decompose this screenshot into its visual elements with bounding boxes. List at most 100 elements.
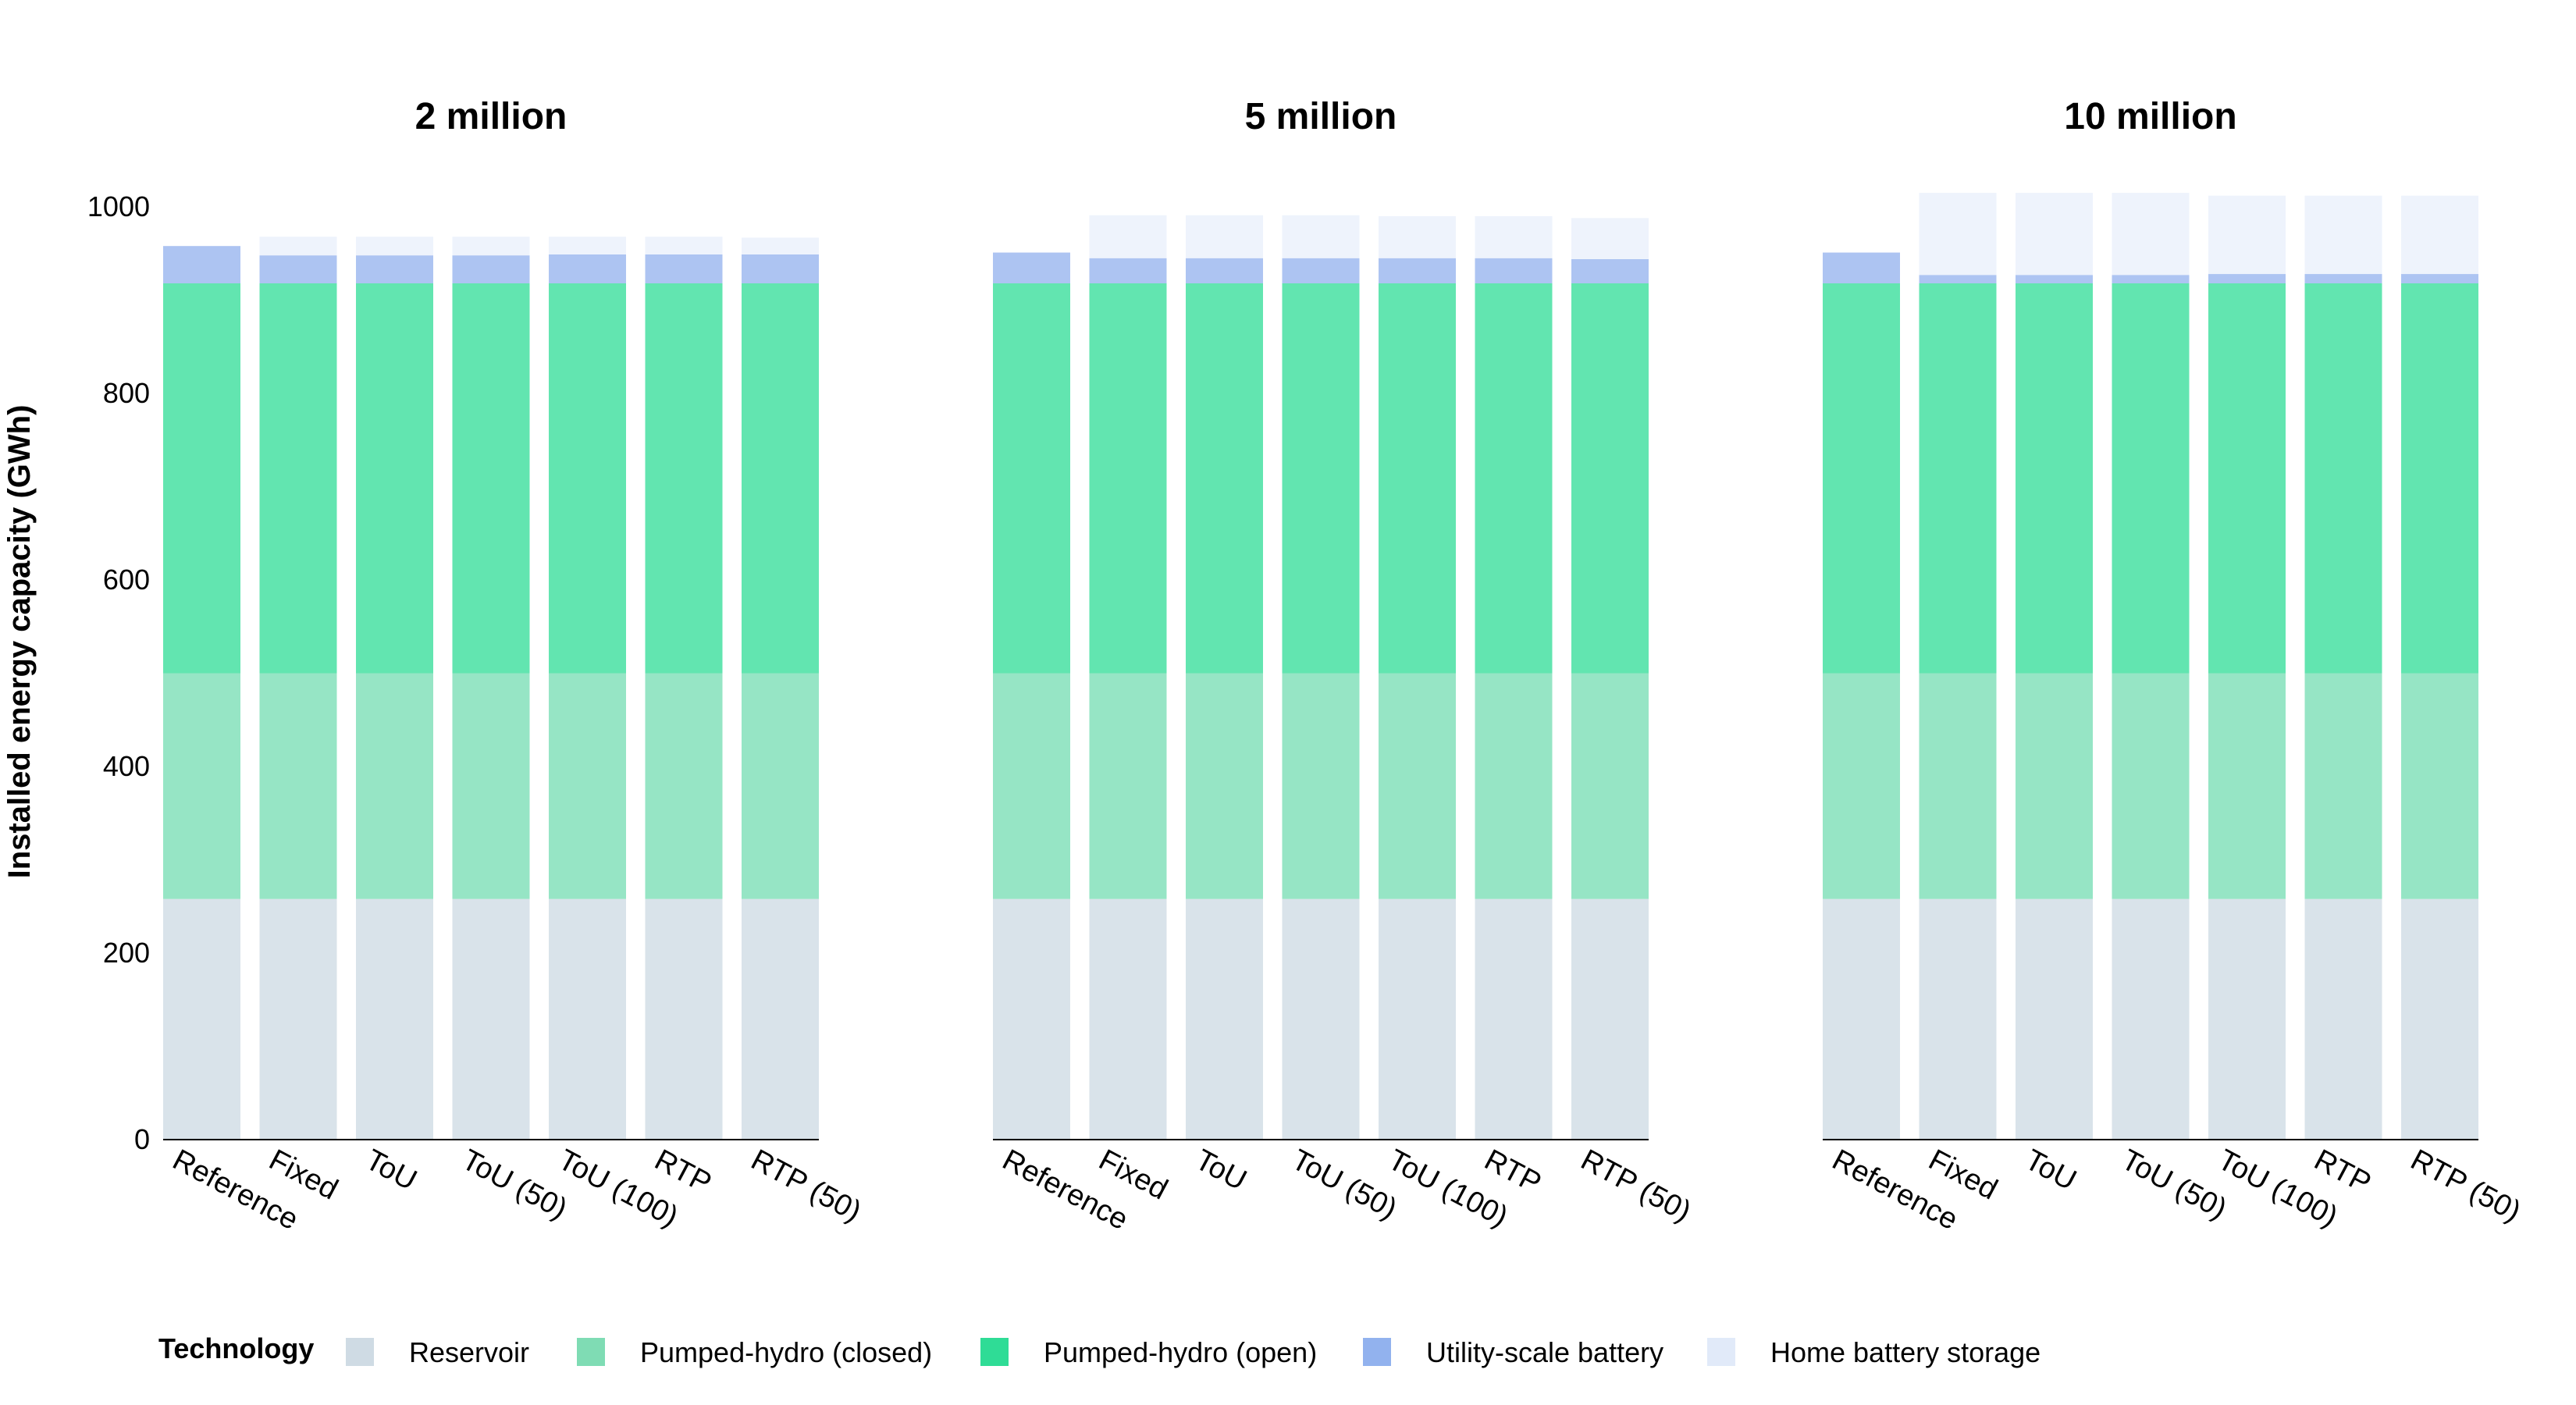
bar-segment-pumped-hydro-open bbox=[2208, 283, 2286, 674]
bar-segment-home-battery-storage bbox=[1282, 215, 1360, 258]
panel-1: 2 million02004006008001000ReferenceFixed… bbox=[87, 96, 866, 1236]
bar-segment-utility-scale-battery bbox=[549, 254, 626, 283]
bar-segment-reservoir bbox=[2112, 898, 2190, 1140]
bar-segment-pumped-hydro-closed bbox=[1186, 673, 1263, 899]
x-tick-label: ToU (50) bbox=[1286, 1144, 1402, 1225]
bar-segment-pumped-hydro-open bbox=[742, 283, 819, 674]
bar-segment-pumped-hydro-closed bbox=[2401, 673, 2478, 899]
legend-title: Technology bbox=[158, 1332, 314, 1364]
bar-segment-utility-scale-battery bbox=[993, 252, 1070, 283]
bar-segment-reservoir bbox=[1475, 898, 1553, 1140]
bar-segment-reservoir bbox=[1919, 898, 1997, 1140]
y-tick-label: 600 bbox=[103, 564, 150, 596]
bar-segment-utility-scale-battery bbox=[1571, 258, 1649, 283]
bar-segment-home-battery-storage bbox=[742, 237, 819, 254]
bar-segment-utility-scale-battery bbox=[259, 255, 337, 283]
bar-segment-reservoir bbox=[452, 898, 530, 1140]
bar-segment-home-battery-storage bbox=[1186, 215, 1263, 258]
bar-segment-pumped-hydro-open bbox=[2304, 283, 2382, 674]
bar-segment-utility-scale-battery bbox=[1475, 258, 1553, 283]
legend: Technology Reservoir Pumped-hydro (closed… bbox=[158, 1332, 2041, 1368]
legend-label: Pumped-hydro (open) bbox=[1044, 1336, 1317, 1368]
bar-segment-pumped-hydro-open bbox=[1919, 283, 1997, 674]
y-tick-label: 0 bbox=[134, 1123, 150, 1155]
bar-segment-reservoir bbox=[2401, 898, 2478, 1140]
bar-segment-home-battery-storage bbox=[1919, 193, 1997, 276]
bar-segment-pumped-hydro-closed bbox=[1823, 673, 1900, 899]
bar-segment-pumped-hydro-closed bbox=[1571, 673, 1649, 899]
x-tick-label: ToU (50) bbox=[2116, 1144, 2232, 1225]
bar-segment-pumped-hydro-open bbox=[1475, 283, 1553, 674]
y-tick-label: 800 bbox=[103, 377, 150, 409]
bar-segment-home-battery-storage bbox=[452, 237, 530, 256]
bar-segment-home-battery-storage bbox=[259, 237, 337, 256]
bar-segment-utility-scale-battery bbox=[1823, 252, 1900, 283]
bar-segment-home-battery-storage bbox=[1571, 218, 1649, 259]
bar-segment-pumped-hydro-open bbox=[1571, 283, 1649, 674]
bar-segment-pumped-hydro-open bbox=[356, 283, 433, 674]
bar-segment-pumped-hydro-open bbox=[1089, 283, 1167, 674]
bar-segment-utility-scale-battery bbox=[1919, 275, 1997, 283]
bar-segment-pumped-hydro-closed bbox=[2304, 673, 2382, 899]
bar-segment-home-battery-storage bbox=[1089, 215, 1167, 258]
bar-segment-pumped-hydro-closed bbox=[1379, 673, 1456, 899]
legend-swatch bbox=[1363, 1338, 1391, 1366]
bar-segment-pumped-hydro-closed bbox=[2016, 673, 2093, 899]
bar-segment-pumped-hydro-closed bbox=[163, 673, 240, 899]
bar-segment-pumped-hydro-open bbox=[259, 283, 337, 674]
bar-segment-pumped-hydro-closed bbox=[259, 673, 337, 899]
bar-segment-utility-scale-battery bbox=[2016, 275, 2093, 283]
bar-segment-pumped-hydro-open bbox=[993, 283, 1070, 674]
bar-segment-home-battery-storage bbox=[2112, 193, 2190, 276]
bar-segment-pumped-hydro-closed bbox=[1475, 673, 1553, 899]
panel-title: 2 million bbox=[415, 96, 568, 137]
bar-segment-utility-scale-battery bbox=[2208, 274, 2286, 283]
bar-segment-pumped-hydro-closed bbox=[452, 673, 530, 899]
bar-segment-home-battery-storage bbox=[2208, 195, 2286, 275]
bar-segment-reservoir bbox=[1186, 898, 1263, 1140]
bar-segment-pumped-hydro-open bbox=[2016, 283, 2093, 674]
bar-segment-reservoir bbox=[1089, 898, 1167, 1140]
bar-segment-reservoir bbox=[163, 898, 240, 1140]
y-tick-label: 1000 bbox=[87, 190, 150, 222]
bar-segment-pumped-hydro-closed bbox=[549, 673, 626, 899]
bar-segment-reservoir bbox=[549, 898, 626, 1140]
bar-segment-utility-scale-battery bbox=[1089, 258, 1167, 283]
bar-segment-utility-scale-battery bbox=[1282, 258, 1360, 283]
bar-segment-reservoir bbox=[742, 898, 819, 1140]
bar-segment-reservoir bbox=[1282, 898, 1360, 1140]
bar-segment-reservoir bbox=[993, 898, 1070, 1140]
bar-segment-reservoir bbox=[1823, 898, 1900, 1140]
bar-segment-home-battery-storage bbox=[2304, 195, 2382, 275]
legend-swatch bbox=[577, 1338, 605, 1366]
bar-segment-pumped-hydro-closed bbox=[993, 673, 1070, 899]
bar-segment-pumped-hydro-closed bbox=[1919, 673, 1997, 899]
bar-segment-utility-scale-battery bbox=[1379, 258, 1456, 283]
x-tick-label: RTP (50) bbox=[1575, 1144, 1696, 1229]
bar-segment-home-battery-storage bbox=[645, 237, 723, 254]
x-tick-label: ToU (50) bbox=[457, 1144, 572, 1225]
bar-segment-reservoir bbox=[2016, 898, 2093, 1140]
bar-segment-reservoir bbox=[2208, 898, 2286, 1140]
bar-segment-pumped-hydro-open bbox=[645, 283, 723, 674]
legend-swatch bbox=[1707, 1338, 1735, 1366]
bar-segment-pumped-hydro-open bbox=[452, 283, 530, 674]
x-tick-label: ToU bbox=[1190, 1144, 1251, 1197]
bar-segment-utility-scale-battery bbox=[452, 255, 530, 283]
panel-title: 5 million bbox=[1245, 96, 1397, 137]
bar-segment-home-battery-storage bbox=[1475, 215, 1553, 258]
y-tick-label: 200 bbox=[103, 937, 150, 969]
bar-segment-reservoir bbox=[2304, 898, 2382, 1140]
bar-segment-home-battery-storage bbox=[356, 237, 433, 256]
plot-layer: 2 million02004006008001000ReferenceFixed… bbox=[87, 96, 2526, 1236]
bar-segment-reservoir bbox=[259, 898, 337, 1140]
legend-swatch bbox=[980, 1338, 1009, 1366]
bar-segment-pumped-hydro-closed bbox=[1282, 673, 1360, 899]
bar-segment-reservoir bbox=[1379, 898, 1456, 1140]
bar-segment-utility-scale-battery bbox=[2304, 274, 2382, 283]
legend-swatch bbox=[346, 1338, 374, 1366]
bar-segment-pumped-hydro-open bbox=[2112, 283, 2190, 674]
